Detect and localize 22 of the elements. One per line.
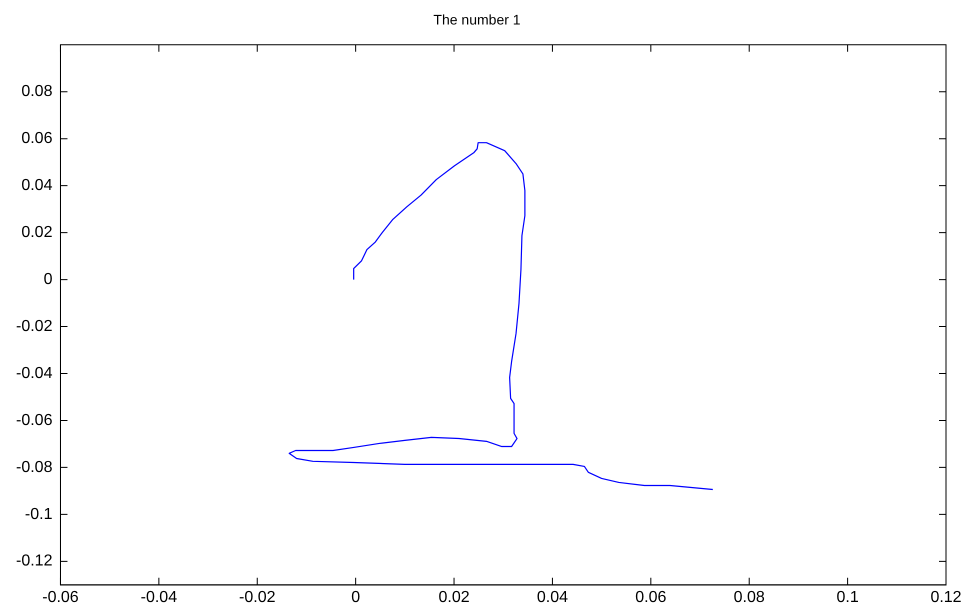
- x-tick-label: 0: [351, 588, 360, 606]
- x-tick-label: -0.02: [239, 588, 276, 606]
- y-tick-label: 0.08: [21, 83, 53, 100]
- y-tick-label: -0.04: [16, 364, 53, 382]
- y-tick-label: 0.02: [21, 224, 53, 242]
- x-tick-label: 0.02: [438, 588, 470, 606]
- y-tick-label: -0.1: [24, 506, 53, 523]
- y-tick-label: 0.04: [21, 177, 53, 194]
- x-tick-label: -0.04: [140, 588, 178, 606]
- x-tick-label: 0.12: [930, 588, 962, 606]
- x-tick-label: 0.04: [536, 588, 568, 606]
- x-tick-label: 0.06: [635, 588, 666, 606]
- x-tick-label: -0.06: [42, 588, 79, 606]
- chart-title: The number 1: [433, 11, 521, 28]
- x-tick-label: 0.1: [836, 588, 859, 606]
- y-tick-label: 0: [44, 270, 53, 288]
- x-tick-label: 0.08: [734, 588, 765, 606]
- y-tick-label: -0.12: [16, 552, 53, 570]
- y-tick-label: -0.02: [16, 318, 53, 335]
- y-tick-label: -0.06: [16, 412, 53, 429]
- y-tick-label: -0.08: [16, 458, 53, 476]
- y-tick-label: 0.06: [21, 130, 53, 148]
